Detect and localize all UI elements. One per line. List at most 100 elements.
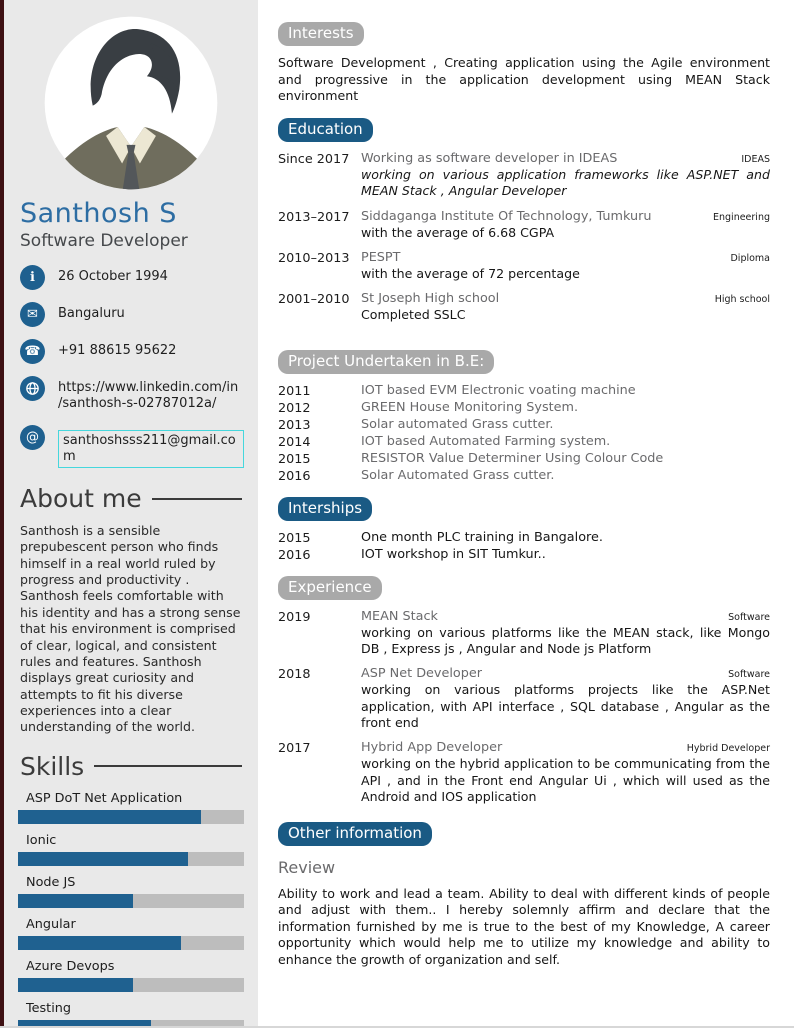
heading-rule	[151, 497, 242, 500]
interests-pill: Interests	[278, 22, 364, 46]
education-title: St Joseph High school	[361, 291, 500, 307]
skill-label: Testing	[26, 1000, 71, 1016]
section-experience: Experience 2019 MEAN Stack Software work…	[278, 575, 770, 806]
education-title: Siddaganga Institute Of Technology, Tumk…	[361, 208, 652, 224]
internship-row: 2015 One month PLC training in Bangalore…	[278, 530, 770, 546]
skill-item: Testing	[18, 1000, 244, 1026]
project-year: 2016	[278, 468, 311, 484]
project-year: 2013	[278, 417, 311, 433]
phone-text: +91 88615 95622	[58, 343, 177, 358]
experience-date: 2019	[278, 609, 311, 625]
linkedin-link[interactable]: https://www.linkedin.com/in /santhosh-s-…	[58, 380, 239, 412]
other-information-pill: Other information	[278, 821, 432, 846]
skill-item: Azure Devops	[18, 959, 244, 992]
contact-row-birthdate: ℹ 26 October 1994	[20, 265, 244, 290]
skill-bar	[18, 893, 244, 908]
project-text: IOT based EVM Electronic voating machine	[361, 382, 636, 398]
education-date: 2010–2013	[278, 250, 350, 266]
project-year: 2015	[278, 451, 311, 467]
experience-tag: Software	[728, 611, 770, 623]
education-date: Since 2017	[278, 151, 350, 167]
internship-text: IOT workshop in SIT Tumkur..	[361, 546, 546, 562]
skill-bar	[18, 935, 244, 950]
section-other-information: Other information Review Ability to work…	[278, 821, 770, 969]
experience-title: MEAN Stack	[361, 608, 438, 624]
education-row: 2001–2010 St Joseph High school High sch…	[278, 291, 770, 323]
experience-title: Hybrid App Developer	[361, 740, 503, 756]
left-accent-strip	[0, 0, 4, 1026]
experience-row: 2017 Hybrid App Developer Hybrid Develop…	[278, 740, 770, 805]
experience-tag: Software	[728, 669, 770, 681]
education-detail: working on various application framework…	[361, 166, 770, 199]
skills-heading: Skills	[20, 752, 244, 781]
experience-title: ASP Net Developer	[361, 666, 483, 682]
education-tag: IDEAS	[741, 153, 770, 165]
experience-date: 2018	[278, 667, 311, 683]
internship-row: 2016 IOT workshop in SIT Tumkur..	[278, 547, 770, 563]
review-text: Ability to work and lead a team. Ability…	[278, 885, 770, 967]
envelope-icon: ✉	[20, 302, 45, 327]
project-text: RESISTOR Value Determiner Using Colour C…	[361, 450, 664, 466]
project-year: 2014	[278, 434, 311, 450]
skills-list: ASP DoT Net Application Ionic Node JS An…	[18, 791, 244, 1026]
education-detail: with the average of 6.68 CGPA	[361, 224, 555, 240]
info-icon: ℹ	[20, 265, 45, 290]
globe-icon	[20, 376, 45, 401]
skill-item: Node JS	[18, 875, 244, 908]
internships-pill: Interships	[278, 496, 373, 521]
skill-label: Node JS	[26, 874, 76, 890]
skill-item: Angular	[18, 917, 244, 950]
experience-date: 2017	[278, 741, 311, 757]
avatar	[42, 14, 220, 192]
section-interests: Interests Software Development , Creatin…	[278, 22, 770, 105]
avatar-illustration	[44, 16, 218, 190]
skill-bar	[18, 977, 244, 992]
projects-pill: Project Undertaken in B.E:	[278, 349, 495, 374]
project-year: 2012	[278, 400, 311, 416]
about-heading: About me	[20, 484, 244, 513]
project-row: 2011 IOT based EVM Electronic voating ma…	[278, 383, 770, 399]
skill-label: Ionic	[26, 832, 57, 848]
contact-row-email: @ santhoshsss211@gmail.com	[20, 424, 244, 468]
project-text: GREEN House Monitoring System.	[361, 399, 579, 415]
experience-row: 2019 MEAN Stack Software working on vari…	[278, 609, 770, 658]
education-title: Working as software developer in IDEAS	[361, 150, 618, 166]
education-pill: Education	[278, 117, 373, 142]
project-row: 2012 GREEN House Monitoring System.	[278, 400, 770, 416]
contact-row-phone: ☎ +91 88615 95622	[20, 339, 244, 364]
experience-detail: working on the hybrid application to be …	[361, 756, 770, 805]
main-content: Interests Software Development , Creatin…	[258, 0, 794, 1026]
project-text: IOT based Automated Farming system.	[361, 433, 611, 449]
experience-detail: working on various platforms like the ME…	[361, 624, 770, 656]
skill-item: ASP DoT Net Application	[18, 791, 244, 824]
internship-text: One month PLC training in Bangalore.	[361, 529, 603, 545]
project-text: Solar automated Grass cutter.	[361, 416, 554, 432]
skill-bar	[18, 809, 244, 824]
email-link[interactable]: santhoshsss211@gmail.com	[58, 429, 244, 468]
project-row: 2013 Solar automated Grass cutter.	[278, 417, 770, 433]
internship-year: 2015	[278, 530, 311, 546]
project-row: 2016 Solar Automated Grass cutter.	[278, 468, 770, 484]
education-tag: Engineering	[713, 211, 770, 223]
interests-text: Software Development , Creating applicat…	[278, 55, 770, 104]
phone-icon: ☎	[20, 339, 45, 364]
skill-item: Ionic	[18, 833, 244, 866]
education-date: 2001–2010	[278, 292, 350, 308]
section-internships: Interships 2015 One month PLC training i…	[278, 496, 770, 563]
skill-bar	[18, 851, 244, 866]
person-title: Software Developer	[20, 231, 188, 251]
skill-label: Angular	[26, 916, 76, 932]
education-title: PESPT	[361, 249, 401, 265]
contact-row-location: ✉ Bangaluru	[20, 302, 244, 327]
education-date: 2013–2017	[278, 209, 350, 225]
at-icon: @	[20, 424, 45, 450]
about-text: Santhosh is a sensible prepubescent pers…	[20, 523, 241, 735]
project-year: 2011	[278, 383, 311, 399]
experience-tag: Hybrid Developer	[686, 743, 770, 755]
project-row: 2014 IOT based Automated Farming system.	[278, 434, 770, 450]
location-text: Bangaluru	[58, 306, 125, 321]
heading-rule	[94, 765, 242, 768]
skill-label: Azure Devops	[26, 958, 115, 974]
contact-list: ℹ 26 October 1994 ✉ Bangaluru ☎ +91 8861…	[20, 265, 244, 468]
